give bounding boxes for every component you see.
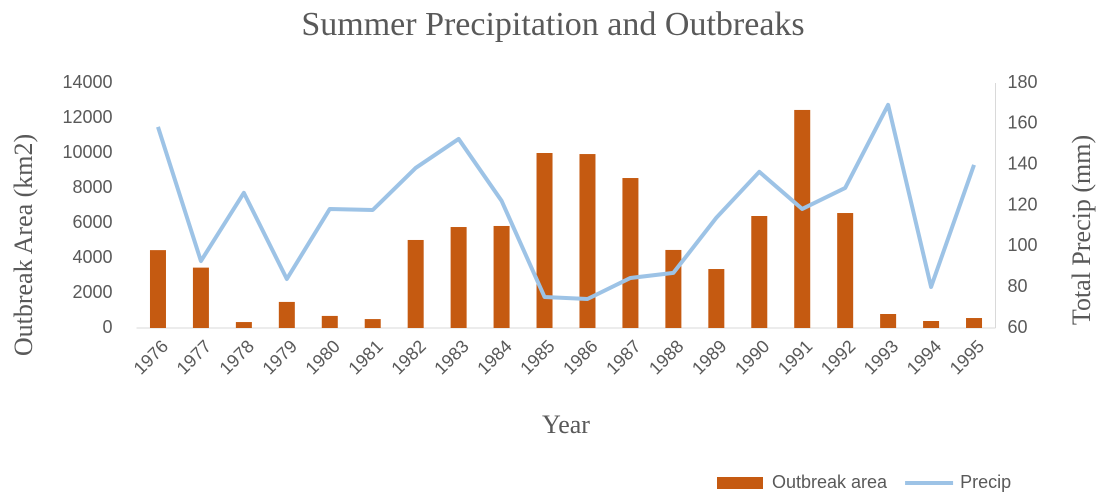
bar xyxy=(966,318,983,328)
y-tick-label: 0 xyxy=(102,317,112,337)
bar xyxy=(407,239,424,328)
bar xyxy=(708,269,725,328)
x-tick-label: 1991 xyxy=(774,336,816,378)
y-tick-label: 14000 xyxy=(62,72,112,92)
bar xyxy=(321,315,338,328)
bar xyxy=(923,321,940,328)
y-tick-label: 6000 xyxy=(72,212,112,232)
y2-tick-label: 100 xyxy=(1008,235,1038,255)
x-tick-label: 1977 xyxy=(173,336,215,378)
x-tick-label: 1989 xyxy=(688,336,730,378)
bar xyxy=(450,227,467,328)
bar xyxy=(665,249,682,328)
x-tick-label: 1982 xyxy=(387,336,429,378)
x-tick-label: 1979 xyxy=(259,336,301,378)
x-tick-label: 1995 xyxy=(946,336,988,378)
chart-title: Summer Precipitation and Outbreaks xyxy=(301,6,804,43)
y2-tick-label: 160 xyxy=(1008,113,1038,133)
x-tick-label: 1990 xyxy=(731,336,773,378)
legend-label: Precip xyxy=(960,472,1011,492)
y-tick-label: 8000 xyxy=(72,177,112,197)
x-tick-label: 1986 xyxy=(559,336,601,378)
x-tick-label: 1984 xyxy=(473,336,515,378)
legend-swatch xyxy=(717,477,763,489)
y-tick-label: 10000 xyxy=(62,142,112,162)
y2-tick-label: 60 xyxy=(1008,317,1028,337)
bar xyxy=(622,178,639,328)
line xyxy=(156,102,976,302)
bar xyxy=(579,154,596,328)
x-axis-title: Year xyxy=(542,410,590,439)
x-tick-label: 1992 xyxy=(817,336,859,378)
bar xyxy=(235,322,252,328)
x-tick-label: 1985 xyxy=(516,336,558,378)
y2-tick-label: 80 xyxy=(1008,276,1028,296)
bar xyxy=(880,314,897,328)
y2-axis-title: Total Precip (mm) xyxy=(1067,135,1096,325)
y2-tick-label: 120 xyxy=(1008,194,1038,214)
bar xyxy=(794,109,811,328)
y-tick-label: 12000 xyxy=(62,107,112,127)
bar xyxy=(751,216,768,328)
y2-tick-label: 140 xyxy=(1008,153,1038,173)
x-tick-label: 1987 xyxy=(602,336,644,378)
bar xyxy=(536,153,553,328)
x-tick-label: 1976 xyxy=(130,336,172,378)
x-tick-label: 1978 xyxy=(216,336,258,378)
bar xyxy=(837,213,854,328)
x-tick-label: 1980 xyxy=(302,336,344,378)
x-tick-label: 1993 xyxy=(860,336,902,378)
legend-label: Outbreak area xyxy=(772,472,888,492)
y-tick-label: 2000 xyxy=(72,282,112,302)
y-tick-label: 4000 xyxy=(72,247,112,267)
x-tick-label: 1994 xyxy=(903,336,945,378)
bar xyxy=(364,319,381,328)
x-tick-label: 1988 xyxy=(645,336,687,378)
x-tick-label: 1981 xyxy=(344,336,386,378)
bar xyxy=(493,225,510,328)
y-axis-title: Outbreak Area (km2) xyxy=(9,134,38,356)
x-tick-label: 1983 xyxy=(430,336,472,378)
bar xyxy=(192,267,209,328)
bar xyxy=(278,301,295,328)
bar xyxy=(149,250,166,328)
y2-tick-label: 180 xyxy=(1008,72,1038,92)
